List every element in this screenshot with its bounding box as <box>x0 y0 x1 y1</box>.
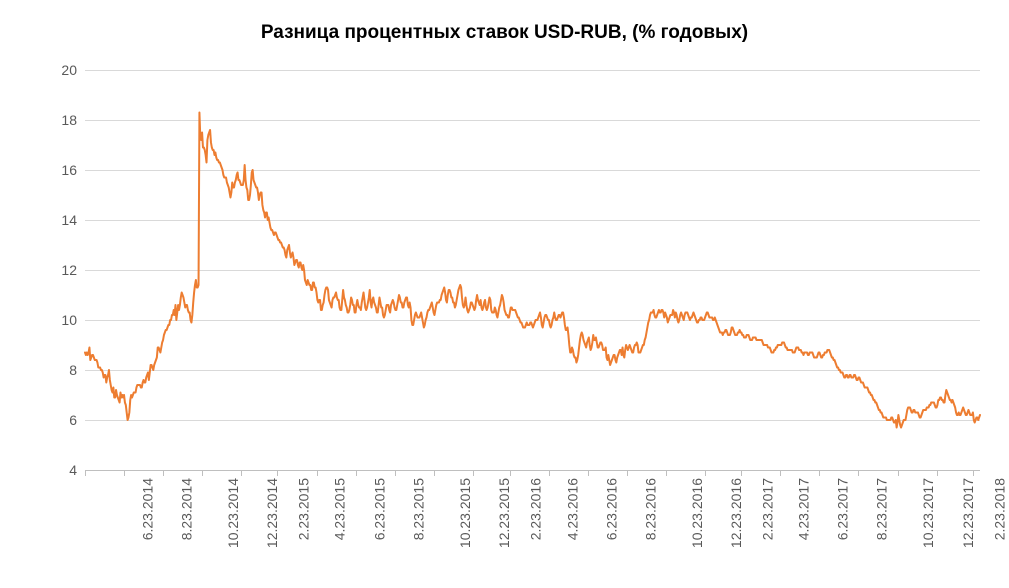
x-tick-label: 10.23.2015 <box>457 478 473 548</box>
x-tick-label: 8.23.2016 <box>642 478 658 540</box>
x-tick-mark <box>898 470 899 476</box>
x-tick-label: 6.23.2016 <box>603 478 619 540</box>
x-tick-label: 12.23.2017 <box>960 478 976 548</box>
x-tick-mark <box>277 470 278 476</box>
x-tick-label: 8.23.2015 <box>410 478 426 540</box>
y-tick-label: 12 <box>61 262 85 278</box>
x-tick-label: 10.23.2017 <box>921 478 937 548</box>
y-tick-label: 18 <box>61 112 85 128</box>
y-tick-label: 14 <box>61 212 85 228</box>
x-tick-mark <box>241 470 242 476</box>
x-tick-mark <box>705 470 706 476</box>
x-tick-label: 6.23.2015 <box>371 478 387 540</box>
x-tick-label: 4.23.2016 <box>564 478 580 540</box>
x-tick-label: 6.23.2014 <box>139 478 155 540</box>
chart-title: Разница процентных ставок USD-RUB, (% го… <box>0 22 1009 44</box>
x-tick-label: 10.23.2014 <box>225 478 241 548</box>
x-tick-mark <box>124 470 125 476</box>
x-tick-label: 12.23.2016 <box>728 478 744 548</box>
x-tick-mark <box>937 470 938 476</box>
x-tick-mark <box>473 470 474 476</box>
x-tick-mark <box>395 470 396 476</box>
y-tick-label: 8 <box>69 362 85 378</box>
x-tick-mark <box>819 470 820 476</box>
x-tick-mark <box>588 470 589 476</box>
x-tick-label: 6.23.2017 <box>835 478 851 540</box>
y-tick-label: 20 <box>61 62 85 78</box>
x-tick-mark <box>163 470 164 476</box>
x-tick-mark <box>510 470 511 476</box>
y-tick-label: 6 <box>69 412 85 428</box>
x-tick-mark <box>317 470 318 476</box>
x-tick-label: 8.23.2014 <box>178 478 194 540</box>
x-tick-label: 2.23.2016 <box>527 478 543 540</box>
x-tick-mark <box>666 470 667 476</box>
x-tick-label: 8.23.2017 <box>874 478 890 540</box>
x-tick-mark <box>549 470 550 476</box>
y-tick-label: 16 <box>61 162 85 178</box>
x-axis-line <box>85 470 980 471</box>
plot-area: 4681012141618206.23.20148.23.201410.23.2… <box>85 70 980 470</box>
y-tick-label: 4 <box>69 462 85 478</box>
x-tick-label: 2.23.2018 <box>991 478 1007 540</box>
x-tick-mark <box>973 470 974 476</box>
chart-container: Разница процентных ставок USD-RUB, (% го… <box>0 0 1009 588</box>
x-tick-mark <box>202 470 203 476</box>
x-tick-label: 2.23.2017 <box>759 478 775 540</box>
x-tick-label: 12.23.2015 <box>496 478 512 548</box>
x-tick-mark <box>741 470 742 476</box>
x-tick-mark <box>780 470 781 476</box>
x-tick-label: 4.23.2017 <box>796 478 812 540</box>
line-series <box>85 70 980 470</box>
x-tick-label: 4.23.2015 <box>332 478 348 540</box>
x-tick-label: 10.23.2016 <box>689 478 705 548</box>
x-tick-label: 12.23.2014 <box>264 478 280 548</box>
x-tick-mark <box>434 470 435 476</box>
x-tick-label: 2.23.2015 <box>295 478 311 540</box>
x-tick-mark <box>858 470 859 476</box>
y-tick-label: 10 <box>61 312 85 328</box>
x-tick-mark <box>627 470 628 476</box>
x-tick-mark <box>356 470 357 476</box>
x-tick-mark <box>85 470 86 476</box>
